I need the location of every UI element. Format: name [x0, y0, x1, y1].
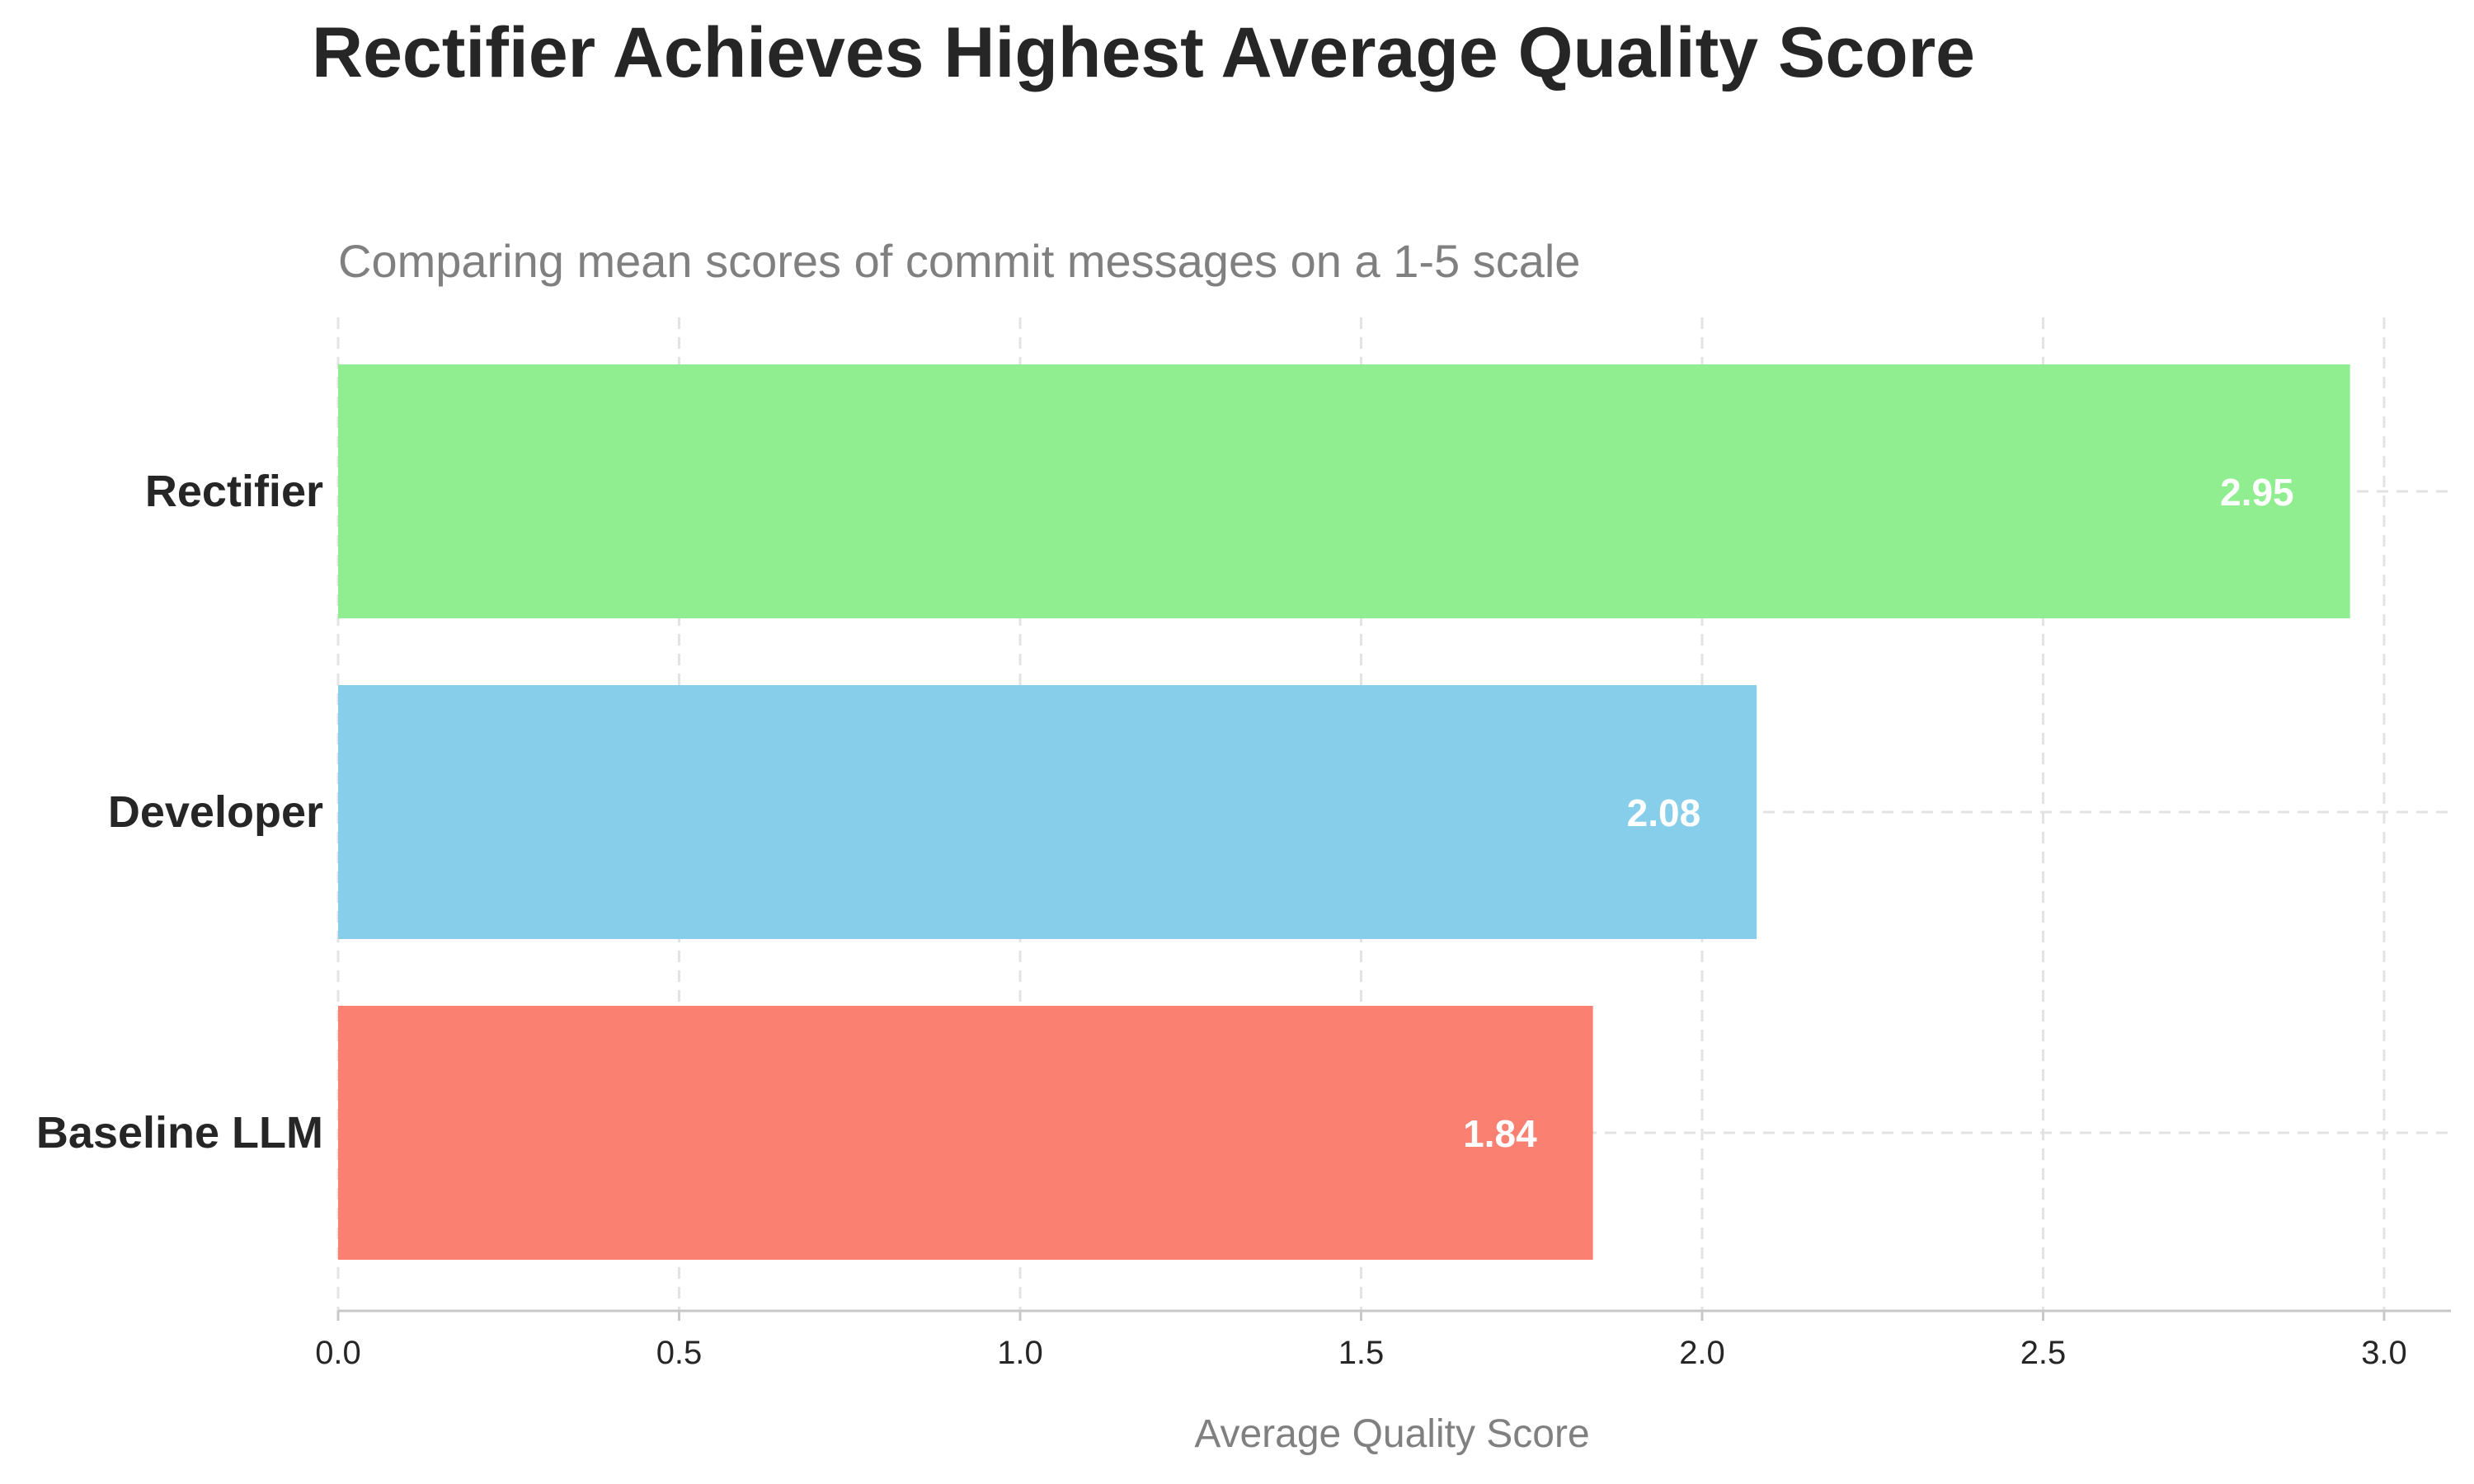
- category-label: Rectifier: [145, 467, 323, 516]
- bar-layer: [338, 364, 2350, 1260]
- bar-value-label: 1.84: [1463, 1112, 1537, 1155]
- bar-developer: [338, 685, 1757, 939]
- x-axis: 0.0 0.5 1.0 1.5 2.0 2.5 3.0: [315, 1309, 2451, 1371]
- x-tick-label: 1.0: [997, 1335, 1043, 1371]
- x-tick-label: 1.5: [1338, 1335, 1385, 1371]
- category-label: Baseline LLM: [36, 1108, 323, 1158]
- x-tick-label: 2.5: [2020, 1335, 2067, 1371]
- bar-value-label: 2.08: [1627, 791, 1701, 834]
- bar-value-label: 2.95: [2220, 471, 2294, 514]
- bar-baseline-llm: [338, 1006, 1593, 1260]
- chart-title: Rectifier Achieves Highest Average Quali…: [312, 13, 1975, 92]
- x-tick-label: 2.0: [1679, 1335, 1725, 1371]
- chart-subtitle: Comparing mean scores of commit messages…: [338, 235, 1580, 287]
- label-layer: 2.95 Rectifier 2.08 Developer 1.84 Baseline L…: [36, 467, 2294, 1158]
- x-tick-label: 0.0: [315, 1335, 361, 1371]
- x-tick-label: 0.5: [656, 1335, 703, 1371]
- category-label: Developer: [108, 787, 323, 837]
- x-axis-label: Average Quality Score: [1194, 1412, 1589, 1456]
- bar-rectifier: [338, 364, 2350, 618]
- x-tick-label: 3.0: [2361, 1335, 2407, 1371]
